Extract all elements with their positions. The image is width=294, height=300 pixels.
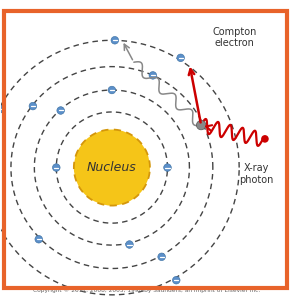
Circle shape <box>74 130 150 206</box>
Circle shape <box>149 72 157 79</box>
Circle shape <box>0 105 4 113</box>
Text: X-ray
photon: X-ray photon <box>240 163 274 185</box>
Circle shape <box>196 120 206 130</box>
Circle shape <box>35 236 43 243</box>
Circle shape <box>29 102 37 110</box>
Circle shape <box>53 164 60 171</box>
Circle shape <box>108 86 116 94</box>
Circle shape <box>164 164 171 171</box>
Text: Compton
electron: Compton electron <box>213 26 257 48</box>
Text: Copyright © 2012, 2008, 2005, 1998 by Saunders, an imprint of Elsevier Inc.: Copyright © 2012, 2008, 2005, 1998 by Sa… <box>34 288 260 293</box>
Text: Nucleus: Nucleus <box>87 161 137 174</box>
Circle shape <box>173 276 180 284</box>
Circle shape <box>57 107 64 114</box>
Circle shape <box>158 253 166 261</box>
Circle shape <box>111 37 118 44</box>
Circle shape <box>177 54 184 62</box>
Circle shape <box>261 135 269 143</box>
Circle shape <box>126 241 133 248</box>
